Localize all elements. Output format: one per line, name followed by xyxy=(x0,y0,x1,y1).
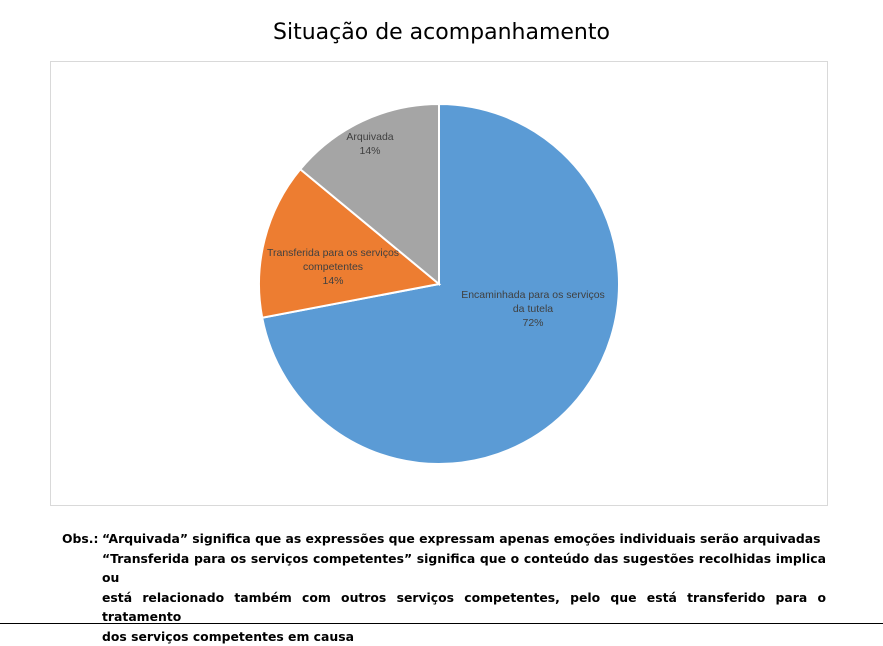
note-line: dos serviços competentes em causa xyxy=(102,627,826,646)
note-line: está relacionado também com outros servi… xyxy=(102,588,826,627)
note-heading: Obs.: xyxy=(62,529,98,549)
note-line: “Arquivada” significa que as expressões … xyxy=(102,529,826,549)
bottom-rule xyxy=(0,623,883,624)
note-line: “Transferida para os serviços competente… xyxy=(102,549,826,588)
note-body: “Arquivada” significa que as expressões … xyxy=(102,529,826,646)
